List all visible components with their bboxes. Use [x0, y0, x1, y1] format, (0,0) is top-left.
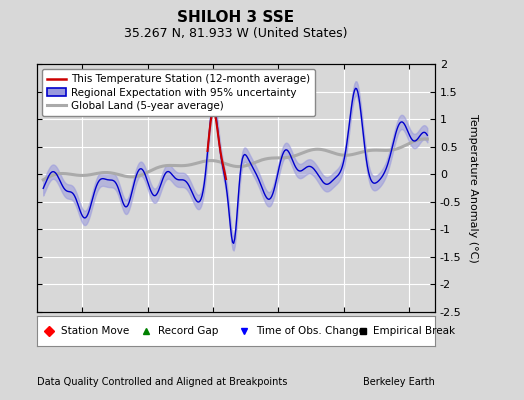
Text: Berkeley Earth: Berkeley Earth — [363, 377, 435, 387]
Text: Time of Obs. Change: Time of Obs. Change — [256, 326, 365, 336]
Text: Data Quality Controlled and Aligned at Breakpoints: Data Quality Controlled and Aligned at B… — [37, 377, 287, 387]
Text: 35.267 N, 81.933 W (United States): 35.267 N, 81.933 W (United States) — [124, 28, 347, 40]
Text: SHILOH 3 SSE: SHILOH 3 SSE — [177, 10, 294, 26]
Y-axis label: Temperature Anomaly (°C): Temperature Anomaly (°C) — [468, 114, 478, 262]
Legend: This Temperature Station (12-month average), Regional Expectation with 95% uncer: This Temperature Station (12-month avera… — [42, 69, 315, 116]
Text: Record Gap: Record Gap — [158, 326, 219, 336]
Text: Empirical Break: Empirical Break — [373, 326, 455, 336]
Text: Station Move: Station Move — [61, 326, 129, 336]
